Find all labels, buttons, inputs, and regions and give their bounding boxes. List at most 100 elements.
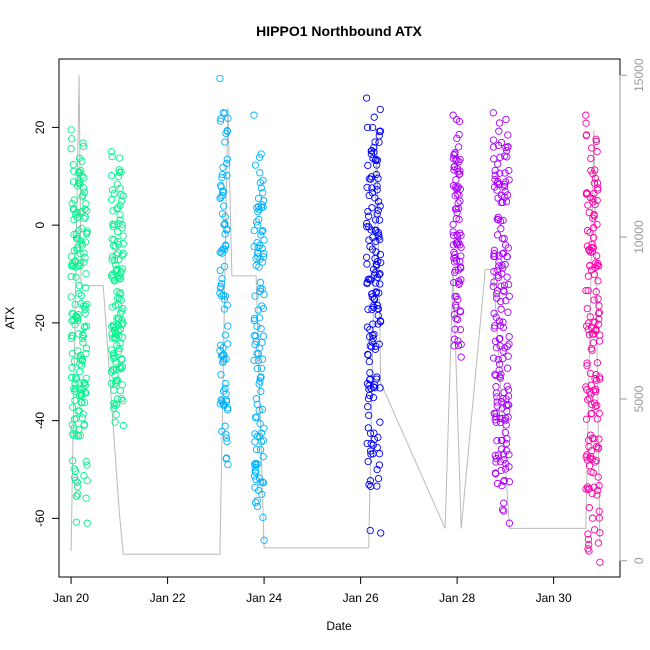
data-point — [493, 402, 501, 410]
data-point — [107, 172, 116, 180]
data-point — [75, 281, 83, 290]
data-point — [590, 435, 598, 443]
data-point — [258, 258, 267, 266]
data-point — [111, 334, 119, 342]
data-point — [253, 322, 261, 330]
data-point — [83, 519, 91, 527]
data-point — [583, 359, 591, 367]
data-point — [251, 498, 260, 507]
data-point — [450, 310, 458, 319]
data-point — [365, 411, 373, 420]
data-point — [79, 142, 88, 151]
data-point — [252, 468, 260, 476]
data-point — [590, 212, 598, 220]
data-point — [250, 356, 258, 365]
data-point — [67, 272, 75, 281]
data-point — [457, 231, 465, 240]
data-point — [497, 297, 505, 306]
data-point — [596, 331, 604, 339]
data-point — [491, 171, 499, 180]
data-point — [259, 513, 267, 522]
data-point — [590, 270, 599, 279]
x-tick-label: Jan 24 — [246, 591, 282, 605]
data-point — [256, 374, 264, 382]
data-point — [367, 150, 376, 158]
data-point — [457, 276, 465, 284]
data-point — [118, 316, 126, 324]
data-point — [259, 176, 267, 185]
data-point — [591, 402, 600, 410]
data-point — [593, 252, 601, 260]
data-point — [498, 261, 506, 269]
data-point — [220, 262, 229, 271]
data-point — [502, 198, 511, 206]
data-point — [221, 213, 229, 221]
data-point — [116, 216, 124, 224]
data-point — [501, 260, 509, 269]
data-point — [455, 279, 464, 287]
data-point — [117, 365, 125, 373]
data-point — [593, 401, 601, 410]
data-point — [81, 305, 89, 314]
data-point — [595, 262, 603, 270]
data-point — [80, 174, 88, 182]
data-point — [79, 302, 88, 310]
x-axis-title: Date — [326, 619, 352, 633]
data-point — [82, 207, 91, 215]
data-point — [115, 241, 123, 249]
data-point — [258, 478, 267, 486]
data-point — [497, 305, 505, 313]
data-point — [363, 323, 372, 331]
y-tick-label: -40 — [33, 412, 47, 430]
data-point — [500, 476, 508, 485]
data-point — [250, 226, 258, 235]
data-point — [115, 255, 123, 264]
data-point — [499, 347, 507, 355]
data-point — [222, 242, 230, 250]
data-point — [223, 225, 231, 233]
data-point — [366, 477, 375, 485]
data-point — [218, 173, 226, 182]
data-point — [373, 373, 381, 381]
data-point — [494, 266, 502, 274]
data-point — [450, 278, 458, 287]
data-point — [257, 325, 265, 333]
data-point — [110, 189, 118, 198]
data-point — [363, 123, 372, 132]
data-point — [371, 138, 379, 146]
data-point — [258, 355, 267, 363]
data-point — [76, 178, 84, 186]
data-point — [500, 456, 508, 464]
data-point — [258, 228, 266, 236]
data-point — [454, 295, 462, 304]
data-point — [497, 370, 505, 378]
data-point — [115, 363, 124, 371]
data-point — [500, 507, 508, 515]
data-point — [375, 132, 383, 140]
data-point — [252, 337, 261, 345]
data-point — [116, 339, 124, 348]
data-point — [75, 368, 84, 376]
data-point — [369, 320, 377, 328]
data-point — [222, 434, 231, 442]
data-point — [219, 344, 227, 352]
data-point — [377, 258, 385, 267]
data-point — [117, 296, 125, 304]
data-point — [374, 257, 382, 266]
data-point — [376, 280, 384, 288]
data-point — [259, 227, 267, 235]
data-point — [452, 303, 460, 311]
data-point — [452, 185, 460, 193]
data-point — [504, 413, 512, 421]
data-point — [257, 387, 265, 396]
data-point — [219, 187, 228, 196]
data-point — [69, 160, 77, 169]
data-point — [582, 286, 590, 295]
data-point — [257, 478, 265, 486]
data-point — [373, 210, 381, 218]
data-point — [492, 383, 500, 391]
data-point — [70, 357, 79, 365]
data-point — [118, 356, 126, 364]
data-point — [494, 355, 502, 364]
data-point — [589, 244, 597, 252]
